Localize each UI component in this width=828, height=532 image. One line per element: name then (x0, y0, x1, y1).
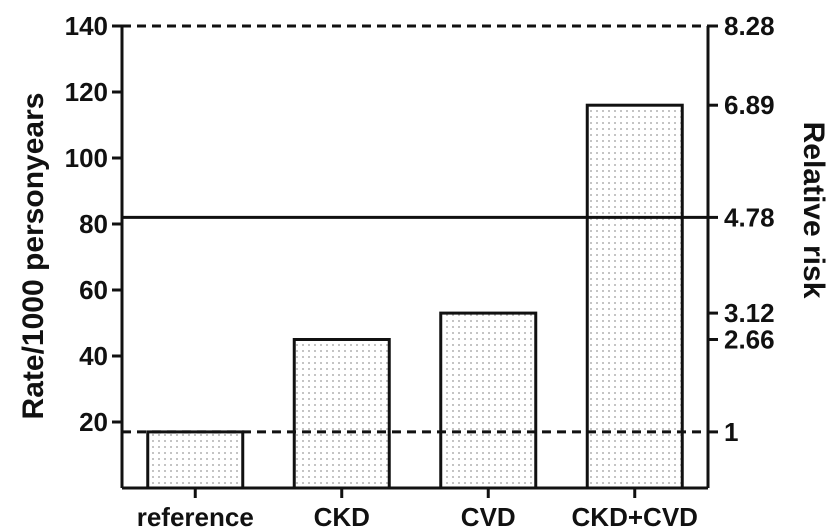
reference-lines (122, 24, 708, 434)
y-axis-title: Rate/1000 personyears (17, 93, 50, 420)
x-tick-label: reference (137, 502, 254, 532)
bar-reference (146, 430, 245, 490)
y2-axis-title: Relative risk (797, 122, 828, 299)
left-tick-label: 100 (65, 143, 108, 173)
bar-ckd-cvd (585, 103, 684, 490)
right-tick-label: 1 (724, 417, 738, 447)
left-tick-label: 40 (79, 341, 108, 371)
right-tick-label: 3.12 (724, 298, 775, 328)
x-tick-label: CVD (461, 502, 516, 532)
left-tick-label: 80 (79, 209, 108, 239)
axes (120, 26, 710, 490)
bar-cvd (439, 311, 538, 490)
right-y-ticks: 8.28 6.89 4.78 3.122.66 1 (708, 11, 775, 447)
left-y-ticks: 20 40 60 80 100 120 140 (65, 11, 122, 437)
right-tick-label: 4.78 (724, 202, 775, 232)
x-ticks: reference CKD CVD CKD+CVD (137, 488, 698, 532)
right-tick-label: 6.89 (724, 90, 775, 120)
right-tick-label: 8.28 (724, 11, 775, 41)
left-tick-label: 60 (79, 275, 108, 305)
right-tick-label: 2.66 (724, 325, 775, 355)
bars-group (146, 103, 684, 490)
left-tick-label: 140 (65, 11, 108, 41)
left-tick-label: 120 (65, 77, 108, 107)
left-tick-label: 20 (79, 407, 108, 437)
x-tick-label: CKD+CVD (572, 502, 698, 532)
bar-ckd (292, 338, 391, 490)
x-tick-label: CKD (314, 502, 370, 532)
